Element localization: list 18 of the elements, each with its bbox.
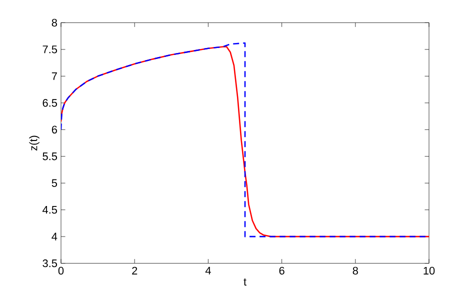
y-tick-label: 7.5 [42, 46, 58, 54]
y-tick-label: 6.5 [42, 99, 58, 107]
y-axis-title: z(t) [29, 136, 40, 150]
y-tick-label: 5 [52, 179, 58, 187]
x-tick-label: 0 [58, 266, 64, 275]
x-axis-title: t [244, 278, 246, 286]
x-tick-label: 2 [132, 266, 138, 274]
y-tick-label: 7 [52, 72, 57, 80]
x-tick-label: 6 [279, 266, 284, 275]
x-tick-label: 4 [205, 266, 211, 274]
y-tick-label: 4 [52, 232, 58, 240]
x-tick-label: 8 [352, 266, 358, 275]
y-tick-label: 6 [52, 126, 57, 134]
y-tick-label: 5.5 [42, 152, 58, 160]
y-tick-label: 4.5 [42, 206, 58, 214]
x-tick-label: 10 [424, 266, 435, 275]
y-tick-label: 8 [52, 18, 57, 27]
y-tick-label: 3.5 [42, 259, 58, 268]
